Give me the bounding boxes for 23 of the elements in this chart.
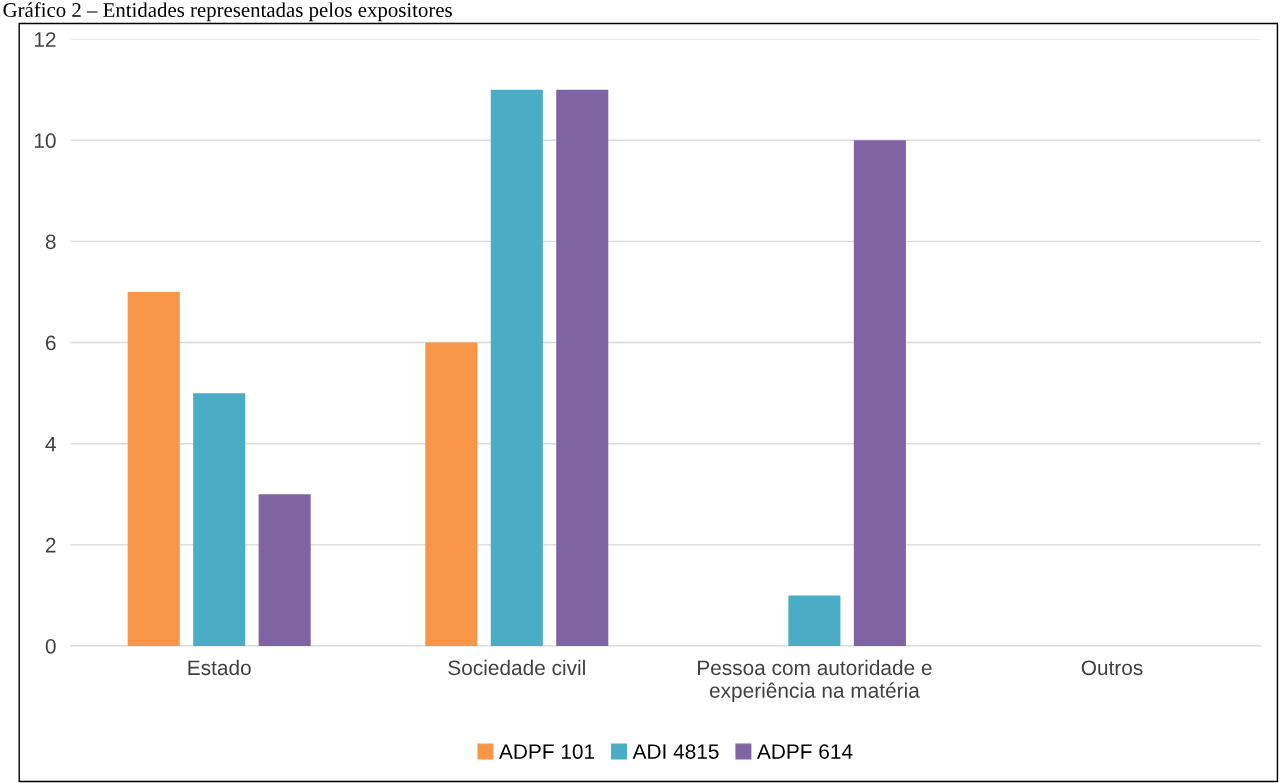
x-tick-label: Pessoa com autoridade e experiência na matéria	[697, 659, 932, 703]
chart-title: Gráfico 2 – Entidades representadas pelos expositores	[3, 2, 452, 22]
bar	[127, 291, 180, 646]
y-tick-label: 0	[45, 638, 56, 654]
bar	[258, 494, 311, 646]
bar	[556, 89, 609, 646]
y-tick-label: 6	[45, 335, 56, 351]
x-tick-label: Sociedade civil	[448, 659, 585, 676]
y-tick-label: 10	[34, 133, 56, 149]
bar	[425, 342, 478, 646]
bar	[193, 393, 246, 646]
legend-label: ADPF 101	[499, 744, 595, 759]
y-tick-label: 2	[45, 537, 56, 553]
y-tick-label: 12	[34, 32, 56, 47]
bar	[490, 89, 543, 646]
y-tick-label: 8	[45, 234, 56, 250]
x-tick-label: Estado	[188, 659, 251, 676]
bar	[788, 595, 841, 646]
legend-label: ADI 4815	[632, 744, 719, 759]
y-tick-label: 4	[45, 436, 56, 452]
x-tick-label: Outros	[1081, 660, 1143, 676]
legend-label: ADPF 614	[756, 744, 853, 759]
bar	[853, 140, 906, 646]
